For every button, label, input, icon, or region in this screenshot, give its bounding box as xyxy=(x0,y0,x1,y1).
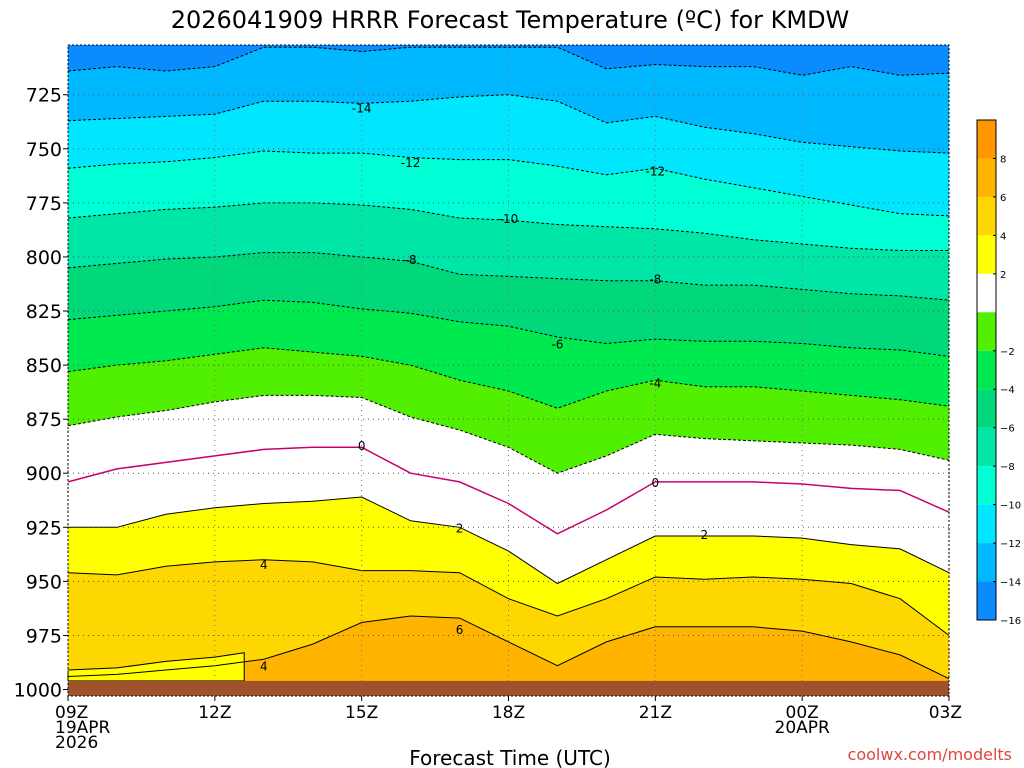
colorbar-segment-m4_m2 xyxy=(977,312,996,351)
x-tick-label-0-2: 2026 xyxy=(55,733,98,753)
contour-label-2: -12 xyxy=(646,164,666,178)
warm-pocket-4c xyxy=(67,652,245,682)
isotherm-minus-6 xyxy=(67,299,950,357)
x-tick-label-0-1: 19APR xyxy=(55,718,111,738)
colorbar-label-8: 8 xyxy=(1000,154,1006,165)
contour-label-4: -8 xyxy=(405,253,417,267)
colorbar: 8 6 4 2 −2 −4 −6 −8 −10 −12 −14 −16 xyxy=(976,119,1021,627)
contour-label-3: -10 xyxy=(499,212,519,226)
y-tick-label-725: 725 xyxy=(26,85,62,107)
x-tick-label-6-0: 15Z xyxy=(345,703,378,723)
isotherm-minus-2 xyxy=(67,394,950,474)
y-tick-label-750: 750 xyxy=(26,139,62,161)
x-tick-label-3-0: 12Z xyxy=(198,703,231,723)
isotherm-minus-12 xyxy=(67,150,950,217)
colorbar-segment-m10_m8 xyxy=(977,427,996,467)
colorbar-label-m4: −4 xyxy=(1000,385,1015,396)
x-tick-label-12-0: 21Z xyxy=(639,703,672,723)
colorbar-segment-4_6 xyxy=(977,196,996,236)
colorbar-segment-6_8 xyxy=(977,158,996,197)
contour-label-10: 2 xyxy=(456,521,464,535)
isotherm-minus-16 xyxy=(67,46,950,76)
y-tick-label-975: 975 xyxy=(26,625,62,647)
colorbar-segment-m16_m14 xyxy=(977,543,996,582)
contour-label-14: 6 xyxy=(456,623,464,637)
colorbar-label-m6: −6 xyxy=(1000,424,1015,435)
colorbar-segment-m8_m6 xyxy=(977,389,996,428)
colorbar-segment-gt_8 xyxy=(977,120,996,159)
colorbar-label-m10: −10 xyxy=(1000,501,1021,512)
colorbar-segment-2_4 xyxy=(977,235,996,274)
source-credit: coolwx.com/modelts xyxy=(848,745,1012,764)
contour-label-13: 4 xyxy=(260,660,268,674)
y-tick-label-800: 800 xyxy=(26,247,62,269)
ground-band xyxy=(68,680,949,696)
isotherm-4 xyxy=(67,559,950,636)
y-tick-label-775: 775 xyxy=(26,193,62,215)
x-tick-label-9-0: 18Z xyxy=(492,703,525,723)
contour-label-12: 4 xyxy=(260,558,268,572)
y-tick-label-850: 850 xyxy=(26,355,62,377)
colorbar-segment-0_2 xyxy=(977,273,996,313)
y-tick-label-1000: 1000 xyxy=(14,680,62,702)
x-tick-label-18-0: 03Z xyxy=(929,703,962,723)
chart-title: 2026041909 HRRR Forecast Temperature (ºC… xyxy=(171,6,850,34)
colorbar-frame xyxy=(976,119,997,621)
y-tick-label-875: 875 xyxy=(26,409,62,431)
contour-label-5: -8 xyxy=(649,273,661,287)
contour-label-0: -14 xyxy=(352,102,372,116)
x-tick-label-15-0: 00Z xyxy=(786,703,819,723)
colorbar-label-m12: −12 xyxy=(1000,539,1021,550)
colorbar-segment-m6_m4 xyxy=(977,350,996,390)
colorbar-label-6: 6 xyxy=(1000,193,1006,204)
contour-label-11: 2 xyxy=(700,528,708,542)
colorbar-label-m2: −2 xyxy=(1000,347,1015,358)
y-tick-label-950: 950 xyxy=(26,571,62,593)
colorbar-label-4: 4 xyxy=(1000,231,1006,242)
y-tick-label-900: 900 xyxy=(26,463,62,485)
x-tick-label-15-1: 20APR xyxy=(775,718,831,738)
contour-label-1: -12 xyxy=(401,156,421,170)
y-tick-label-825: 825 xyxy=(26,301,62,323)
colorbar-segment-lt_m16 xyxy=(977,581,996,620)
isotherm-minus-8 xyxy=(67,252,950,301)
colorbar-label-m8: −8 xyxy=(1000,462,1015,473)
colorbar-label-2: 2 xyxy=(1000,270,1006,281)
x-axis-label: Forecast Time (UTC) xyxy=(409,746,611,768)
contour-label-8: 0 xyxy=(358,439,366,453)
isotherm-2 xyxy=(68,496,950,585)
plot-area: -14 -12 -12 -10 -8 -8 -6 -4 0 0 2 2 4 4 6 xyxy=(67,45,950,696)
contour-label-6: -6 xyxy=(551,337,563,351)
x-tick-label-0-0: 09Z xyxy=(55,703,88,723)
colorbar-label-m16: −16 xyxy=(1000,616,1021,627)
axes: 725 750 775 800 825 850 875 900 925 950 975 100009Z… xyxy=(14,44,962,753)
y-tick-label-925: 925 xyxy=(26,517,62,539)
contour-label-7: -4 xyxy=(649,376,661,390)
colorbar-label-m14: −14 xyxy=(1000,578,1021,589)
contour-label-9: 0 xyxy=(652,476,660,490)
colorbar-segment-m12_m10 xyxy=(977,466,996,505)
colorbar-segment-m14_m12 xyxy=(977,504,996,544)
